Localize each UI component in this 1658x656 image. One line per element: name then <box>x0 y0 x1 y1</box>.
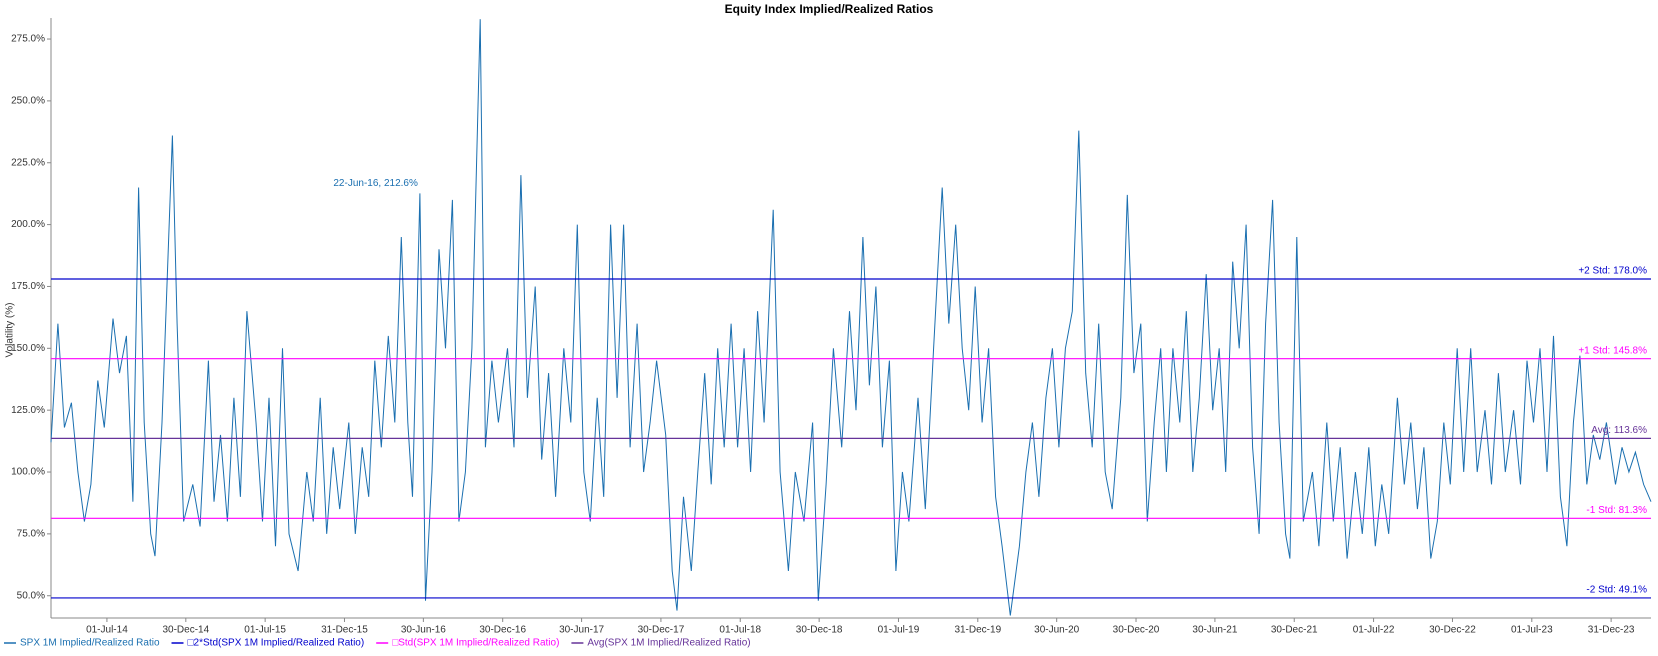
reference-label: Avg: 113.6% <box>1591 425 1647 436</box>
x-tick-label: 30-Dec-18 <box>796 625 843 636</box>
chart-title: Equity Index Implied/Realized Ratios <box>725 2 934 16</box>
y-tick-label: 225.0% <box>11 157 45 168</box>
y-tick-label: 275.0% <box>11 34 45 45</box>
y-tick-label: 125.0% <box>11 405 45 416</box>
x-tick-label: 01-Jul-19 <box>878 625 920 636</box>
y-tick-label: 100.0% <box>11 467 45 478</box>
reference-label: +2 Std: 178.0% <box>1578 266 1647 277</box>
x-tick-label: 30-Dec-17 <box>638 625 685 636</box>
legend-label: □Std(SPX 1M Implied/Realized Ratio) <box>392 638 559 649</box>
reference-label: -1 Std: 81.3% <box>1586 505 1647 516</box>
y-tick-label: 200.0% <box>11 219 45 230</box>
y-tick-label: 75.0% <box>17 529 45 540</box>
series-line <box>50 19 1652 616</box>
x-tick-label: 30-Dec-22 <box>1429 625 1476 636</box>
x-tick-label: 01-Jul-14 <box>86 625 128 636</box>
x-tick-label: 31-Dec-15 <box>321 625 368 636</box>
y-tick-label: 150.0% <box>11 343 45 354</box>
x-tick-label: 01-Jul-22 <box>1353 625 1395 636</box>
y-tick-label: 250.0% <box>11 96 45 107</box>
annotation: 22-Jun-16, 212.6% <box>333 178 418 189</box>
x-tick-label: 30-Jun-20 <box>1034 625 1079 636</box>
reference-label: +1 Std: 145.8% <box>1578 345 1647 356</box>
legend-label: □2*Std(SPX 1M Implied/Realized Ratio) <box>188 638 365 649</box>
x-tick-label: 01-Jul-15 <box>244 625 286 636</box>
legend-label: SPX 1M Implied/Realized Ratio <box>20 638 160 649</box>
reference-label: -2 Std: 49.1% <box>1586 585 1647 596</box>
x-tick-label: 30-Dec-16 <box>479 625 526 636</box>
legend-label: Avg(SPX 1M Implied/Realized Ratio) <box>587 638 750 649</box>
x-tick-label: 30-Jun-17 <box>559 625 604 636</box>
y-axis-label: Volatility (%) <box>5 302 16 357</box>
x-tick-label: 31-Dec-19 <box>954 625 1001 636</box>
x-tick-label: 31-Dec-23 <box>1588 625 1635 636</box>
y-tick-label: 50.0% <box>17 590 45 601</box>
x-tick-label: 30-Jun-21 <box>1192 625 1237 636</box>
x-tick-label: 30-Dec-14 <box>162 625 209 636</box>
x-tick-label: 30-Dec-20 <box>1113 625 1160 636</box>
x-tick-label: 30-Dec-21 <box>1271 625 1318 636</box>
x-tick-label: 30-Jun-16 <box>401 625 446 636</box>
x-tick-label: 01-Jul-23 <box>1511 625 1553 636</box>
x-tick-label: 01-Jul-18 <box>719 625 761 636</box>
y-tick-label: 175.0% <box>11 281 45 292</box>
